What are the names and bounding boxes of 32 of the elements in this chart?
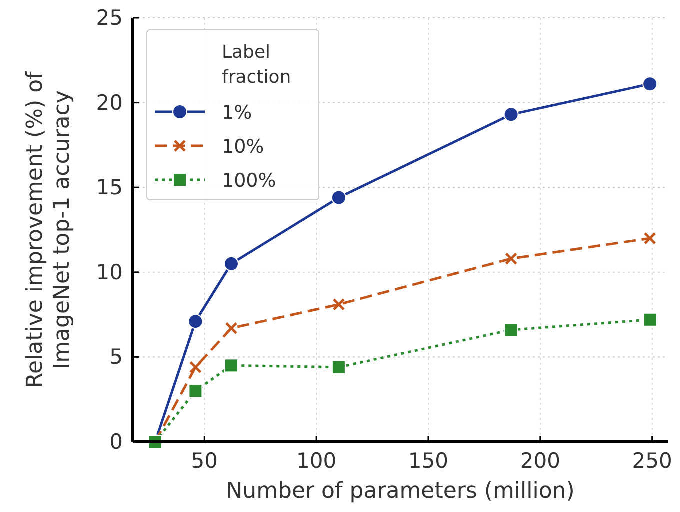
legend-label: 100% [222, 170, 276, 192]
x-tick-label: 150 [408, 449, 449, 473]
legend-label: 10% [222, 136, 264, 158]
x-tick-label: 100 [296, 449, 337, 473]
point [644, 232, 656, 245]
y-tick-label: 25 [96, 6, 123, 30]
y-tick-label: 5 [110, 345, 123, 370]
point [224, 358, 238, 373]
x-tick-label: 50 [191, 449, 218, 473]
y-tick-label: 20 [96, 90, 123, 115]
y-axis-title: Relative improvement (%) of ImageNet top-1 accuracy [23, 70, 75, 388]
point [332, 298, 346, 311]
legend-title: Label fraction [222, 42, 292, 88]
point [504, 107, 519, 122]
point [188, 314, 204, 330]
legend-label: 1% [222, 102, 252, 124]
y-tick-label: 10 [96, 260, 123, 284]
y-tick-label: 15 [96, 176, 123, 200]
point [643, 312, 658, 327]
point [642, 76, 658, 92]
point [331, 190, 346, 206]
point [332, 360, 346, 374]
y-tick-label: 0 [110, 430, 123, 454]
point [504, 323, 518, 338]
point [505, 252, 518, 266]
x-axis-title: Number of parameters (million) [226, 479, 575, 504]
point [224, 256, 239, 272]
point [189, 361, 202, 374]
point [225, 322, 238, 335]
x-tick-label: 200 [520, 449, 560, 473]
point [188, 384, 203, 398]
x-tick-label: 250 [632, 449, 672, 473]
